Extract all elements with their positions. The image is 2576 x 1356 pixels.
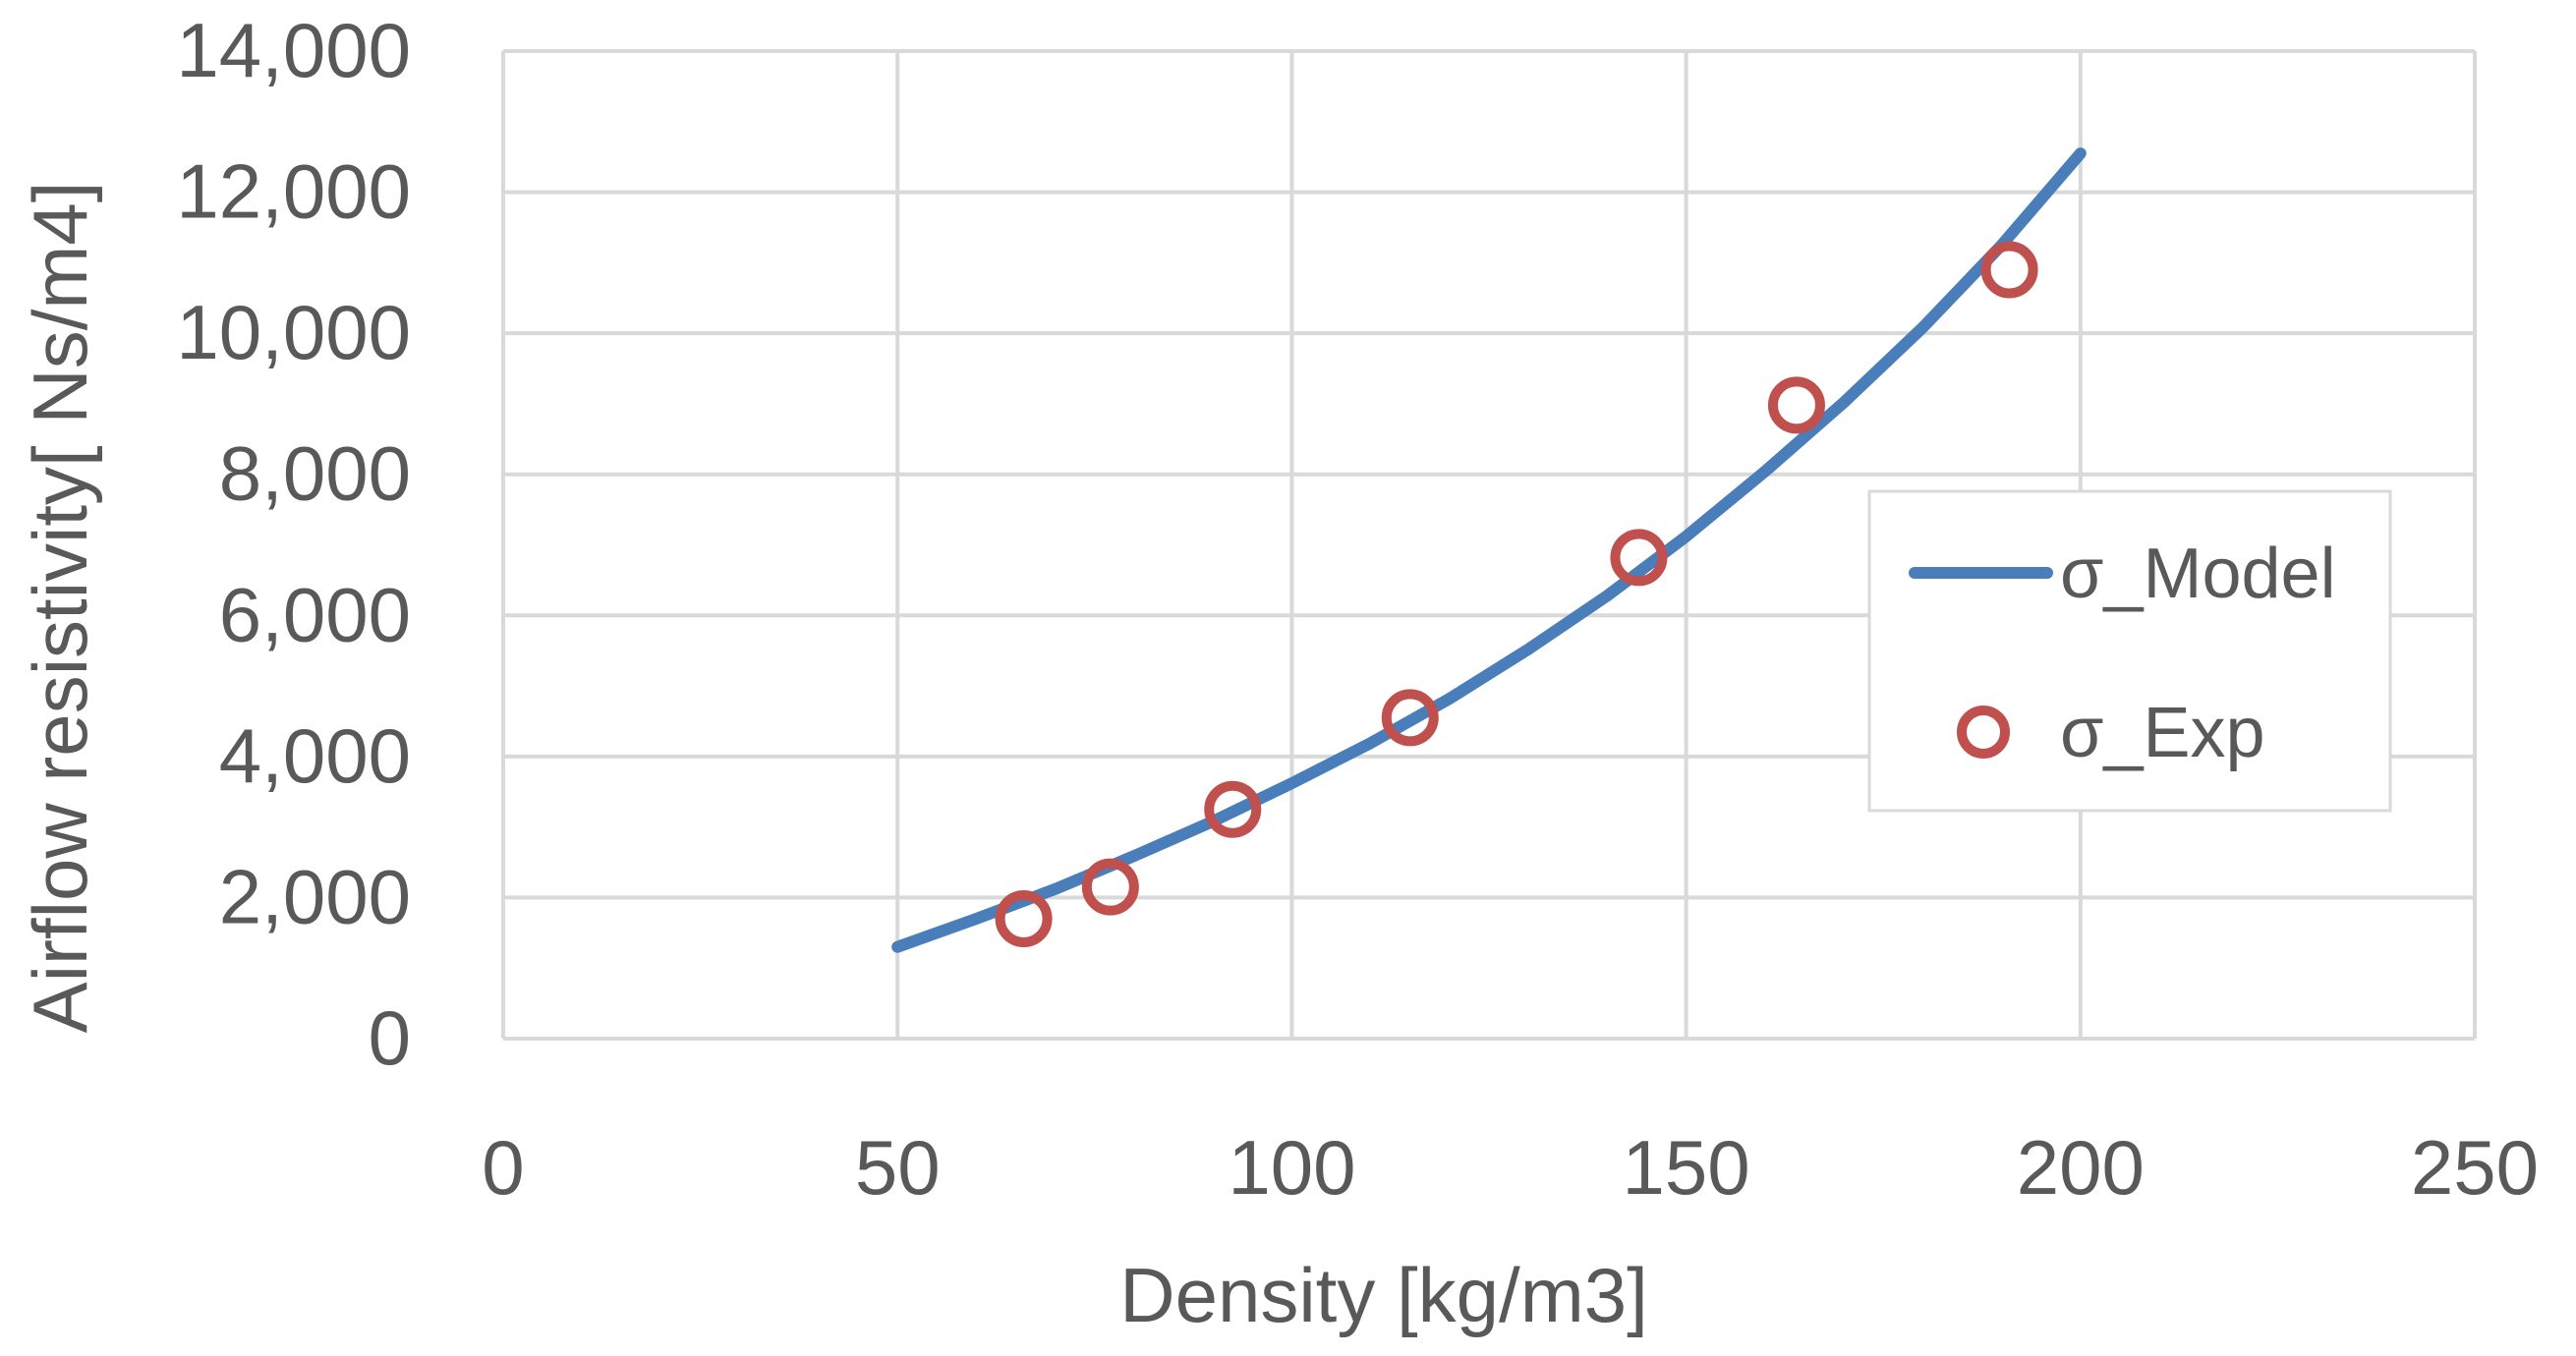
y-tick-label: 12,000 — [176, 148, 411, 235]
y-tick-label: 10,000 — [176, 289, 411, 375]
x-axis-tick-labels: 0 50 100 150 200 250 — [482, 1124, 2539, 1211]
x-tick-label: 150 — [1623, 1124, 1750, 1211]
series-layer — [891, 147, 2087, 953]
y-axis-tick-labels: 0 2,000 4,000 6,000 8,000 10,000 12,000 14,000 — [176, 7, 411, 1081]
exp-data-point — [1767, 376, 1825, 434]
legend-model-label: σ_Model — [2060, 535, 2336, 613]
y-tick-label: 14,000 — [176, 7, 411, 93]
y-tick-label: 8,000 — [219, 430, 411, 517]
exp-data-point — [1081, 858, 1139, 916]
legend: σ_Model σ_Exp — [1867, 489, 2392, 813]
x-tick-label: 50 — [855, 1124, 941, 1211]
y-tick-label: 6,000 — [219, 571, 411, 657]
y-tick-label: 0 — [369, 994, 411, 1081]
exp-data-point — [1610, 529, 1668, 587]
x-tick-label: 250 — [2411, 1124, 2539, 1211]
exp-data-point — [995, 889, 1053, 947]
exp-data-point — [1980, 241, 2038, 299]
exp-data-point — [1204, 780, 1262, 838]
x-tick-label: 0 — [482, 1124, 524, 1211]
legend-box — [1867, 489, 2392, 813]
legend-exp-marker-swatch — [1957, 706, 2010, 759]
x-tick-label: 200 — [2017, 1124, 2145, 1211]
legend-exp-label: σ_Exp — [2060, 694, 2265, 772]
y-axis-title: Airflow resistivity[ Ns/m4] — [17, 182, 103, 1034]
x-tick-label: 100 — [1228, 1124, 1355, 1211]
exp-data-point — [1381, 689, 1439, 747]
x-axis-title: Density [kg/m3] — [1119, 1252, 1648, 1338]
y-tick-label: 4,000 — [219, 712, 411, 799]
y-tick-label: 2,000 — [219, 853, 411, 939]
